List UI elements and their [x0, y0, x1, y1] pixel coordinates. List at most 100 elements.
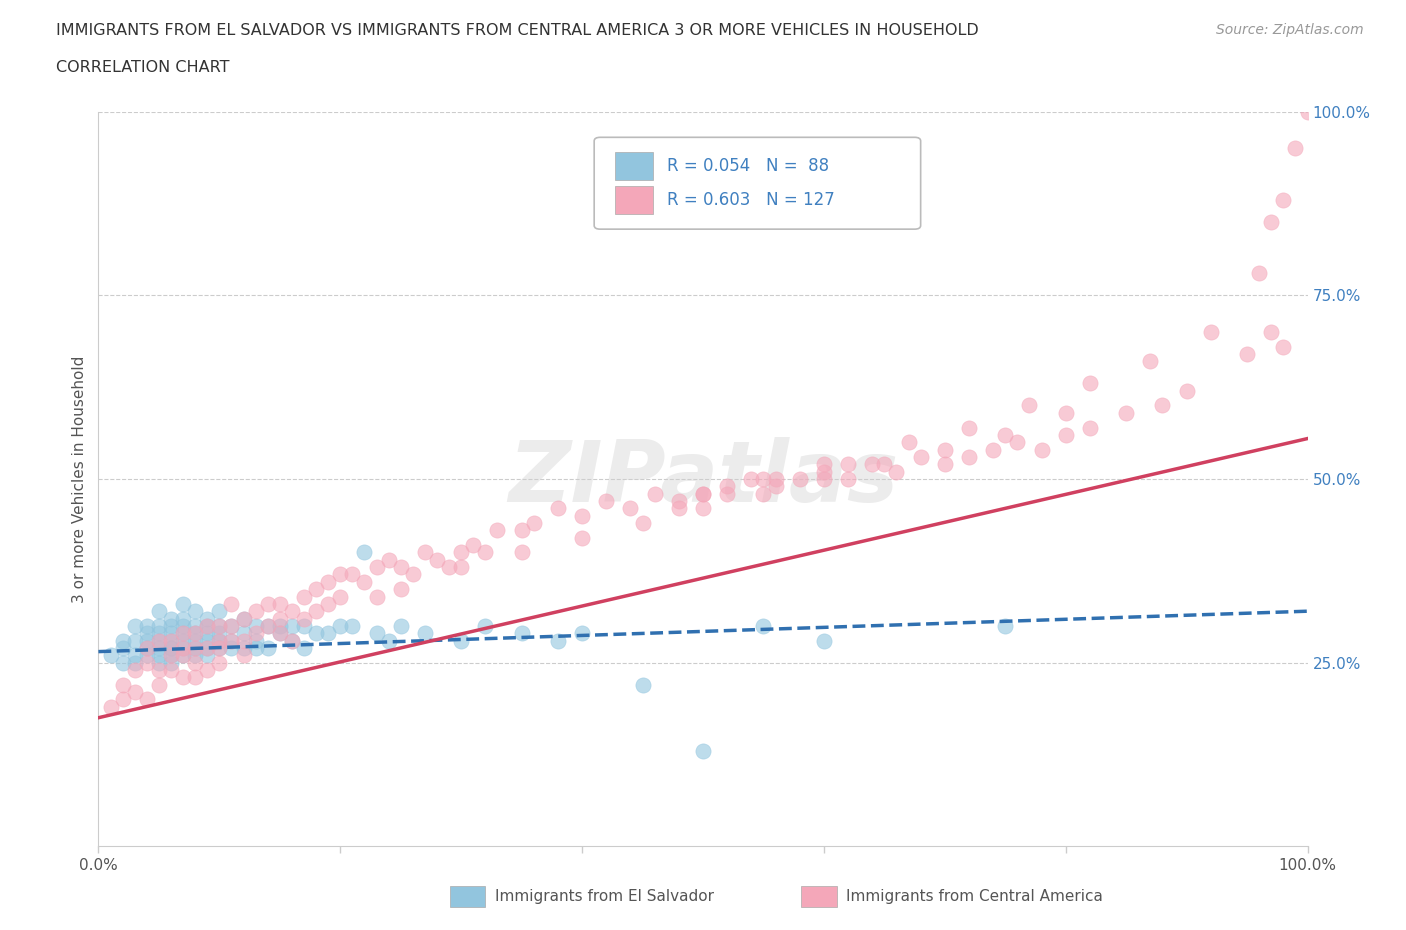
Point [1284, 141, 1306, 156]
Point [148, 677, 170, 692]
Point [1296, 104, 1319, 119]
Point [1249, 266, 1271, 281]
Point [245, 626, 267, 641]
FancyBboxPatch shape [595, 138, 921, 229]
Point [668, 501, 690, 516]
Point [135, 641, 157, 656]
Point [195, 618, 218, 633]
Point [813, 633, 835, 648]
Point [172, 648, 194, 663]
Point [716, 486, 738, 501]
Point [148, 648, 170, 663]
Point [184, 618, 207, 633]
Point [208, 626, 231, 641]
Point [135, 618, 157, 633]
Point [910, 449, 932, 464]
Point [329, 618, 352, 633]
Point [221, 641, 243, 656]
Point [172, 641, 194, 656]
Point [1199, 325, 1222, 339]
Point [160, 648, 183, 663]
Point [111, 677, 134, 692]
Point [184, 670, 207, 684]
Point [873, 457, 896, 472]
Point [389, 560, 412, 575]
Text: Immigrants from Central America: Immigrants from Central America [846, 889, 1104, 904]
Point [692, 501, 714, 516]
Point [124, 684, 146, 699]
Point [957, 449, 980, 464]
Point [148, 633, 170, 648]
Point [1054, 405, 1077, 420]
Point [1054, 428, 1077, 443]
Point [221, 618, 243, 633]
Point [474, 618, 496, 633]
Point [523, 515, 546, 530]
Point [366, 560, 388, 575]
Point [366, 626, 388, 641]
Text: CORRELATION CHART: CORRELATION CHART [56, 60, 229, 75]
Point [208, 618, 231, 633]
Point [160, 662, 183, 677]
Point [172, 633, 194, 648]
Point [994, 428, 1017, 443]
Point [789, 472, 811, 486]
Point [281, 633, 304, 648]
Point [195, 633, 218, 648]
Point [195, 611, 218, 626]
Point [221, 633, 243, 648]
Point [208, 633, 231, 648]
Point [232, 611, 254, 626]
Point [221, 633, 243, 648]
Point [208, 641, 231, 656]
Point [752, 472, 775, 486]
Point [160, 656, 183, 671]
Point [269, 626, 291, 641]
Point [232, 626, 254, 641]
Point [208, 618, 231, 633]
Point [571, 530, 593, 545]
Point [208, 604, 231, 618]
Point [172, 596, 194, 611]
Point [342, 618, 364, 633]
Point [111, 641, 134, 656]
Point [837, 457, 859, 472]
Point [981, 442, 1004, 457]
Point [195, 641, 218, 656]
Point [1078, 376, 1101, 391]
Point [124, 648, 146, 663]
Point [256, 618, 278, 633]
Point [752, 486, 775, 501]
Point [437, 560, 460, 575]
Point [716, 479, 738, 494]
Point [353, 575, 375, 590]
Point [148, 641, 170, 656]
Point [813, 457, 835, 472]
Point [148, 662, 170, 677]
Text: R = 0.054   N =  88: R = 0.054 N = 88 [666, 157, 830, 175]
Point [1260, 325, 1282, 339]
Point [329, 589, 352, 604]
Point [813, 464, 835, 479]
Point [377, 552, 399, 567]
Point [184, 641, 207, 656]
Point [148, 604, 170, 618]
Point [172, 648, 194, 663]
Point [1115, 405, 1137, 420]
Point [305, 604, 328, 618]
Point [172, 641, 194, 656]
Point [366, 589, 388, 604]
Point [184, 633, 207, 648]
Point [135, 656, 157, 671]
Point [450, 545, 472, 560]
Point [305, 582, 328, 597]
Point [184, 626, 207, 641]
Point [221, 596, 243, 611]
Point [765, 472, 787, 486]
Point [740, 472, 762, 486]
Point [1031, 442, 1053, 457]
Point [413, 545, 436, 560]
Point [837, 472, 859, 486]
Point [160, 633, 183, 648]
Point [160, 626, 183, 641]
